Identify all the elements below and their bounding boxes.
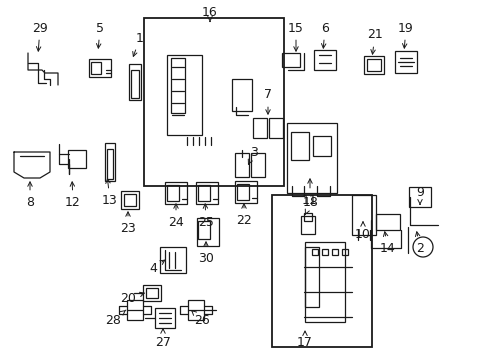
Text: 18: 18: [303, 195, 318, 214]
Bar: [167, 185, 179, 201]
Bar: [363, 56, 383, 74]
Bar: [155, 308, 175, 328]
Text: 9: 9: [415, 185, 423, 204]
Bar: [121, 191, 139, 209]
Text: 20: 20: [120, 292, 144, 305]
Bar: [131, 70, 139, 98]
Text: 25: 25: [198, 204, 214, 229]
Bar: [160, 247, 185, 273]
Bar: [375, 214, 399, 230]
Text: 1: 1: [132, 31, 143, 57]
Bar: [198, 221, 209, 239]
Text: 5: 5: [96, 22, 104, 48]
Bar: [394, 51, 416, 73]
Text: 11: 11: [302, 179, 317, 207]
Bar: [105, 143, 115, 181]
Bar: [196, 182, 218, 204]
Bar: [187, 300, 203, 320]
Text: 24: 24: [168, 204, 183, 229]
Text: 3: 3: [248, 145, 257, 164]
Bar: [331, 249, 337, 255]
Bar: [313, 50, 335, 70]
Bar: [127, 300, 142, 320]
Text: 10: 10: [354, 222, 370, 242]
Text: 12: 12: [65, 182, 81, 208]
Bar: [166, 55, 201, 135]
Text: 15: 15: [287, 22, 304, 51]
Bar: [164, 182, 186, 204]
Bar: [198, 185, 209, 201]
Bar: [305, 242, 345, 322]
Bar: [231, 79, 251, 111]
Bar: [235, 181, 257, 203]
Bar: [366, 59, 380, 71]
Text: 13: 13: [102, 179, 118, 207]
Text: 17: 17: [296, 331, 312, 348]
Bar: [312, 136, 330, 156]
Bar: [252, 118, 266, 138]
Bar: [311, 249, 317, 255]
Text: 21: 21: [366, 28, 382, 54]
Bar: [91, 62, 101, 74]
Bar: [290, 132, 308, 160]
Text: 30: 30: [198, 242, 214, 265]
Bar: [89, 59, 111, 77]
Bar: [68, 150, 86, 168]
Bar: [129, 64, 141, 100]
Text: 2: 2: [415, 232, 423, 255]
Bar: [237, 184, 248, 200]
Text: 7: 7: [264, 89, 271, 114]
Text: 26: 26: [191, 311, 209, 327]
Bar: [282, 53, 299, 67]
Text: 22: 22: [236, 204, 251, 226]
Bar: [146, 288, 158, 298]
Bar: [321, 249, 327, 255]
Bar: [301, 216, 314, 234]
Bar: [250, 153, 264, 177]
Text: 8: 8: [26, 182, 34, 208]
Bar: [143, 18, 284, 186]
Text: 28: 28: [105, 310, 126, 327]
Bar: [271, 195, 371, 347]
Bar: [351, 195, 375, 235]
Text: 14: 14: [379, 232, 395, 255]
Bar: [197, 218, 219, 246]
Bar: [305, 247, 318, 307]
Text: 27: 27: [155, 329, 171, 348]
Text: 19: 19: [397, 22, 413, 48]
Bar: [171, 58, 184, 112]
Bar: [304, 213, 311, 221]
Bar: [235, 153, 248, 177]
Text: 4: 4: [149, 260, 164, 274]
Bar: [268, 118, 283, 138]
Text: 23: 23: [120, 212, 136, 234]
Text: 6: 6: [321, 22, 328, 48]
Text: 16: 16: [202, 5, 218, 21]
Text: 29: 29: [32, 22, 48, 51]
Bar: [142, 285, 161, 301]
Bar: [408, 187, 430, 207]
Bar: [286, 123, 336, 193]
Bar: [124, 194, 136, 206]
Bar: [107, 149, 113, 179]
Bar: [341, 249, 347, 255]
